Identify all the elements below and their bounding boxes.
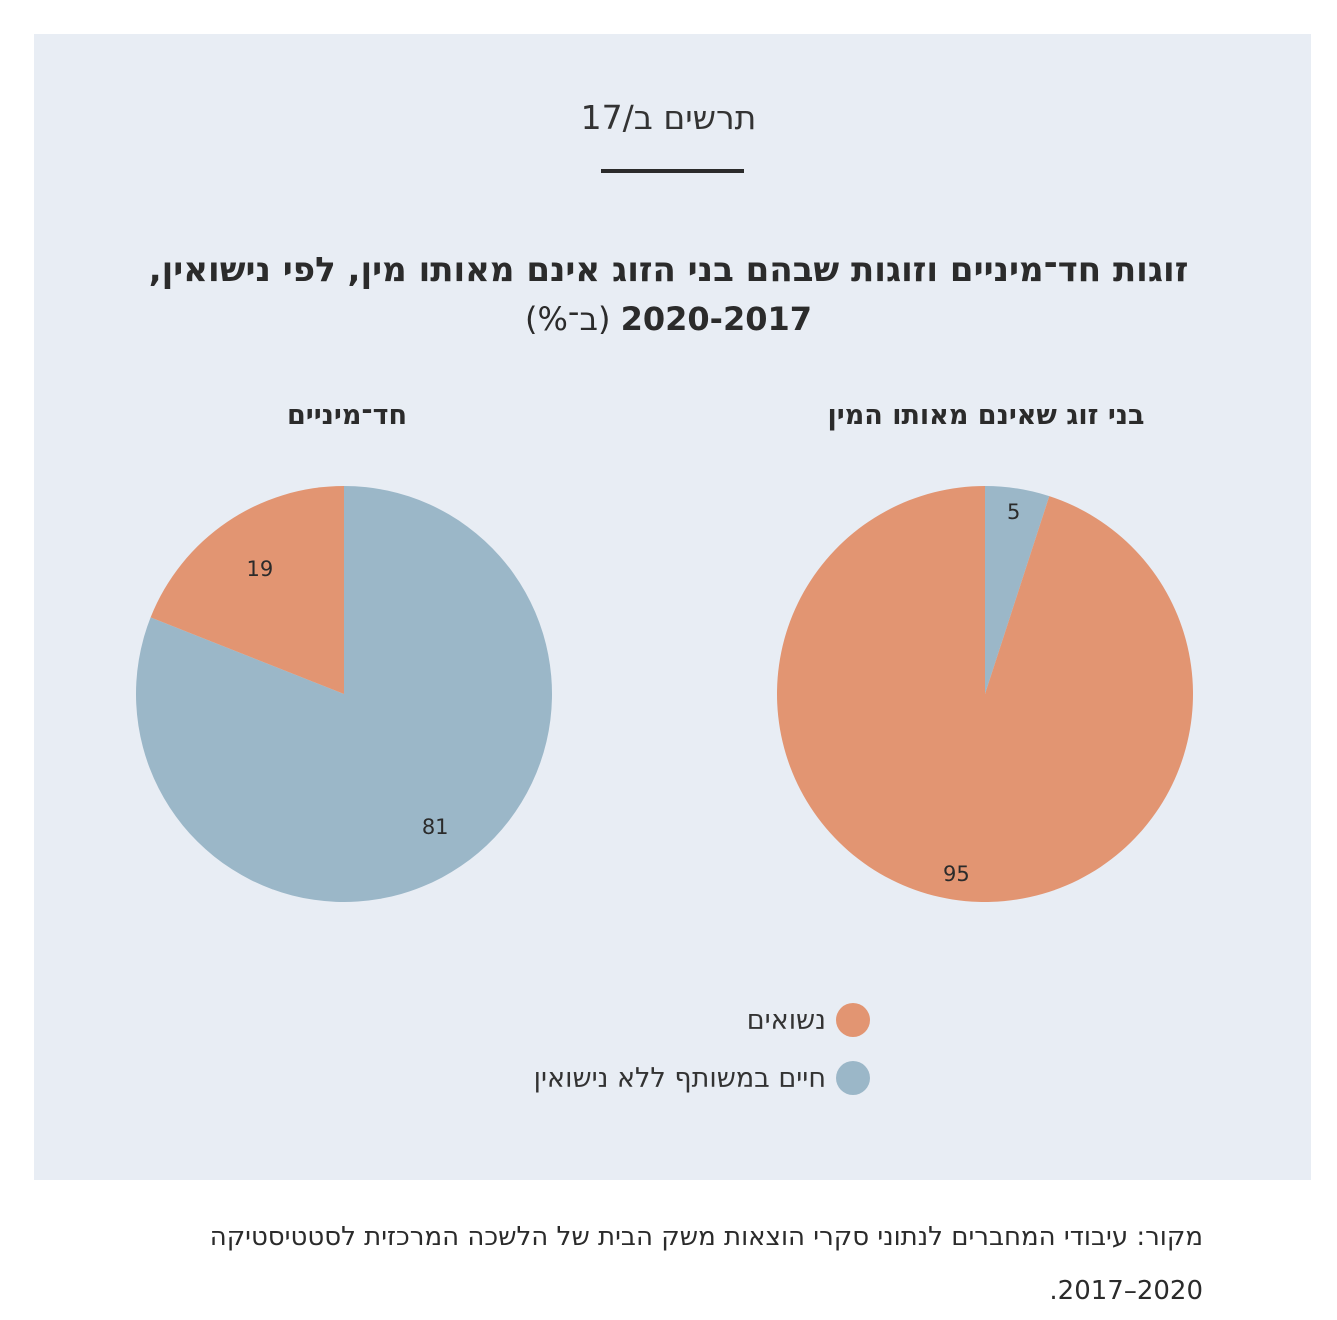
pie-title-same-sex: חד־מיניים [286,400,408,431]
chart-title: זוגות חד־מיניים וזוגות שבהם בני הזוג אינ… [148,250,1189,290]
figure-label: תרשים ב/17 [580,98,757,137]
legend-item-cohabiting: חיים במשותף ללא נישואין [440,1061,870,1095]
pie-same-sex: 81 19 [135,486,553,902]
legend-swatch-married [836,1003,870,1037]
legend-label-cohabiting: חיים במשותף ללא נישואין [533,1062,826,1094]
source-note: מקור: עיבודי המחברים לנתוני סקרי הוצאות … [23,1210,1203,1318]
pie-0-data-label-married: 19 [246,557,273,581]
pie-0-slice-married [150,486,344,694]
chart-title-line2: 2020-2017 (ב־%) [0,300,1337,338]
pie-0-data-label-cohabiting: 81 [422,815,449,839]
pie-1-data-label-cohabiting: 5 [1007,500,1020,524]
pie-1-slice-cohabiting [985,486,1050,694]
legend-label-married: נשואים [746,1004,826,1036]
source-line-1: מקור: עיבודי המחברים לנתוני סקרי הוצאות … [209,1222,1203,1252]
pie-opposite-sex: 5 95 [776,486,1193,902]
chart-title-unit: (ב־%) [525,300,611,338]
chart-title-years: 2020-2017 [620,300,812,338]
pie-1-data-label-married: 95 [943,862,970,886]
legend-item-married: נשואים [440,1003,870,1037]
figure-label-rule [601,169,744,173]
source-line-2: 2020–2017. [1049,1276,1203,1306]
legend-swatch-cohabiting [836,1061,870,1095]
pie-title-opposite-sex: בני זוג שאינם מאותו המין [827,400,1145,431]
pie-1-slice-married [776,486,1193,902]
